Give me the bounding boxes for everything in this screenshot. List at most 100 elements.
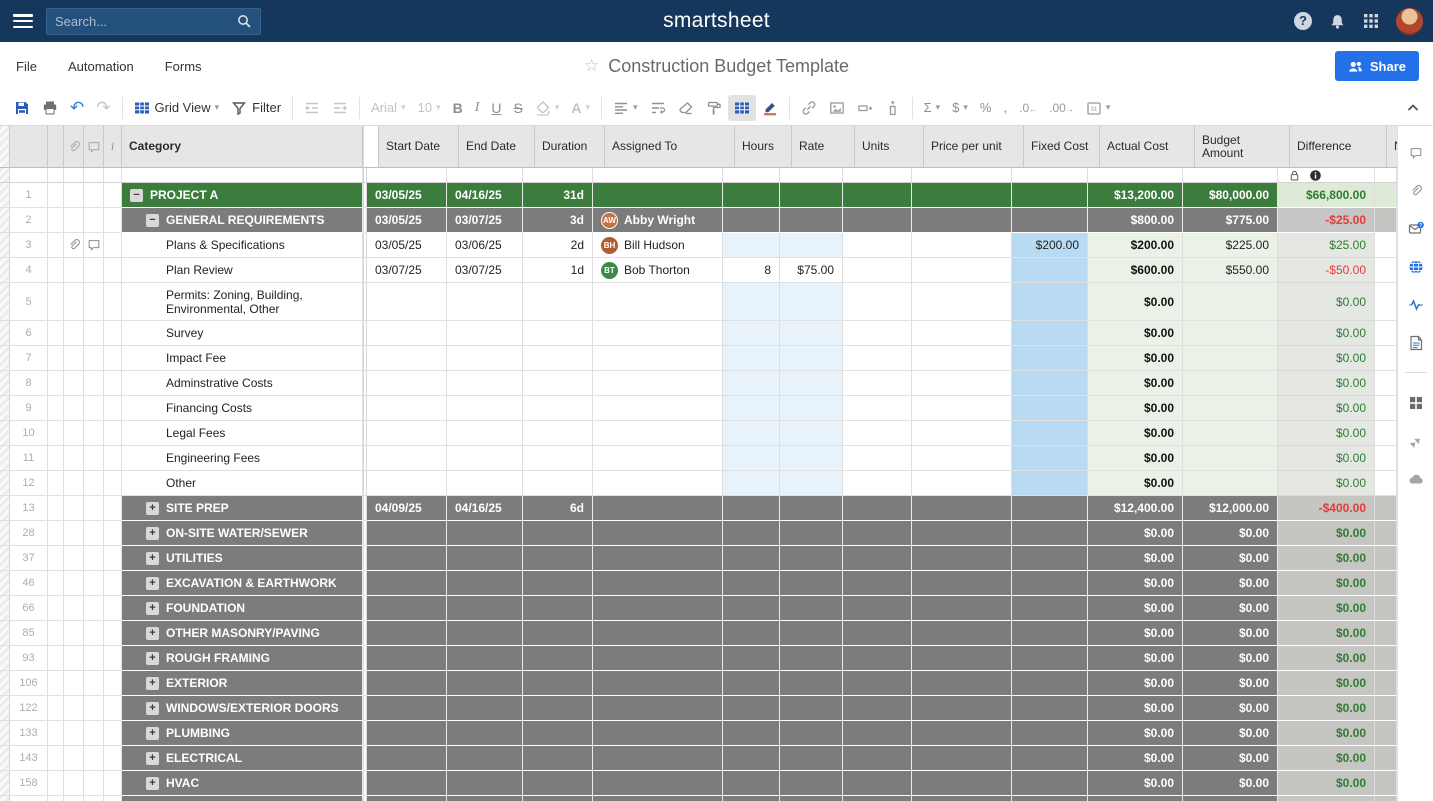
cell-notes[interactable] xyxy=(1375,208,1397,233)
column-header-budget[interactable]: Budget Amount xyxy=(1195,126,1290,168)
date-format-icon[interactable]: 31▾ xyxy=(1080,95,1117,121)
cell-fixed[interactable] xyxy=(1012,521,1088,546)
cell-units[interactable] xyxy=(843,258,912,283)
cell-duration[interactable] xyxy=(523,571,593,596)
cell-price[interactable] xyxy=(912,521,1012,546)
cell-rate[interactable] xyxy=(780,671,843,696)
attachment-cell[interactable] xyxy=(64,796,84,801)
cell-budget[interactable]: $0.00 xyxy=(1183,646,1278,671)
cell-budget[interactable]: $225.00 xyxy=(1183,233,1278,258)
cell-hours[interactable] xyxy=(723,321,780,346)
cell-end[interactable] xyxy=(447,421,523,446)
cell-rate[interactable] xyxy=(780,796,843,801)
cell-hours[interactable] xyxy=(723,771,780,796)
cell-end[interactable] xyxy=(447,696,523,721)
cell-hours[interactable] xyxy=(723,796,780,801)
cell-category[interactable]: +ROUGH FRAMING xyxy=(122,646,363,671)
info-cell[interactable] xyxy=(104,283,122,321)
comment-cell[interactable] xyxy=(84,621,104,646)
cell-fixed[interactable] xyxy=(1012,208,1088,233)
column-header-comment[interactable] xyxy=(84,126,104,168)
cell-rate[interactable] xyxy=(780,746,843,771)
cell-category[interactable]: Plans & Specifications xyxy=(122,233,363,258)
borders-icon[interactable] xyxy=(728,95,756,121)
cell-category[interactable]: Financing Costs xyxy=(122,396,363,421)
cell-difference[interactable]: $0.00 xyxy=(1278,346,1375,371)
cell-actual[interactable]: $0.00 xyxy=(1088,646,1183,671)
info-cell[interactable] xyxy=(104,721,122,746)
cell-duration[interactable] xyxy=(523,471,593,496)
cell-duration[interactable]: 1d xyxy=(523,258,593,283)
cell-category[interactable] xyxy=(122,796,363,801)
cell-budget[interactable] xyxy=(1183,396,1278,421)
cell-fixed[interactable] xyxy=(1012,646,1088,671)
cell-hours[interactable]: 8 xyxy=(723,258,780,283)
row-number-11[interactable]: 11 xyxy=(10,446,48,471)
info-cell[interactable] xyxy=(104,208,122,233)
sheet-summary-icon[interactable] xyxy=(1408,334,1424,351)
cell-budget[interactable]: $0.00 xyxy=(1183,746,1278,771)
comment-cell[interactable] xyxy=(84,421,104,446)
cell-assigned[interactable] xyxy=(593,546,723,571)
hamburger-menu-icon[interactable] xyxy=(13,14,33,28)
cell-category[interactable]: +UTILITIES xyxy=(122,546,363,571)
cell-assigned[interactable] xyxy=(593,346,723,371)
expand-row-icon[interactable]: + xyxy=(146,777,159,790)
cell-category[interactable]: +ON-SITE WATER/SEWER xyxy=(122,521,363,546)
cell-difference[interactable]: $0.00 xyxy=(1278,471,1375,496)
cell-hours[interactable] xyxy=(723,496,780,521)
info-cell[interactable] xyxy=(104,646,122,671)
expand-row-icon[interactable]: + xyxy=(146,627,159,640)
row-action-cell[interactable] xyxy=(48,646,64,671)
cell-hours[interactable] xyxy=(723,471,780,496)
cell-duration[interactable] xyxy=(523,646,593,671)
cell-start[interactable] xyxy=(367,696,447,721)
cell-fixed[interactable] xyxy=(1012,471,1088,496)
cell-start[interactable] xyxy=(367,471,447,496)
cell-category[interactable]: Plan Review xyxy=(122,258,363,283)
column-header-fixed[interactable]: Fixed Cost xyxy=(1024,126,1100,168)
cell-rate[interactable] xyxy=(780,696,843,721)
cell-difference[interactable]: $0.00 xyxy=(1278,696,1375,721)
cell-rate[interactable] xyxy=(780,571,843,596)
cell-notes[interactable] xyxy=(1375,796,1397,801)
cell-rate[interactable] xyxy=(780,771,843,796)
currency-format-icon[interactable]: $▾ xyxy=(946,95,974,121)
info-cell[interactable] xyxy=(104,446,122,471)
row-number-3[interactable]: 3 xyxy=(10,233,48,258)
cell-category[interactable]: −PROJECT A xyxy=(122,183,363,208)
cell-actual[interactable]: $13,200.00 xyxy=(1088,183,1183,208)
cell-difference[interactable]: $25.00 xyxy=(1278,233,1375,258)
cell-difference[interactable]: $0.00 xyxy=(1278,371,1375,396)
cell-units[interactable] xyxy=(843,496,912,521)
indent-icon[interactable] xyxy=(326,95,354,121)
font-color-icon[interactable]: A▾ xyxy=(565,95,596,121)
cell-hours[interactable] xyxy=(723,346,780,371)
expand-row-icon[interactable]: + xyxy=(146,727,159,740)
cell-price[interactable] xyxy=(912,571,1012,596)
cell-price[interactable] xyxy=(912,696,1012,721)
global-search[interactable] xyxy=(46,8,261,35)
cell-assigned[interactable] xyxy=(593,721,723,746)
cell-end[interactable] xyxy=(447,371,523,396)
column-header-rate[interactable]: Rate xyxy=(792,126,855,168)
cell-end[interactable] xyxy=(447,646,523,671)
cell-end[interactable]: 03/07/25 xyxy=(447,208,523,233)
row-number-5[interactable]: 5 xyxy=(10,283,48,321)
row-action-cell[interactable] xyxy=(48,596,64,621)
cell-notes[interactable] xyxy=(1375,546,1397,571)
cell-units[interactable] xyxy=(843,721,912,746)
info-cell[interactable] xyxy=(104,471,122,496)
cell-budget[interactable] xyxy=(1183,471,1278,496)
cell-actual[interactable]: $0.00 xyxy=(1088,371,1183,396)
info-cell[interactable] xyxy=(104,746,122,771)
cell-rate[interactable] xyxy=(780,346,843,371)
cell-duration[interactable] xyxy=(523,283,593,321)
cell-actual[interactable]: $600.00 xyxy=(1088,258,1183,283)
cell-duration[interactable]: 31d xyxy=(523,183,593,208)
expand-row-icon[interactable]: + xyxy=(146,502,159,515)
row-action-cell[interactable] xyxy=(48,283,64,321)
cell-units[interactable] xyxy=(843,208,912,233)
clear-format-icon[interactable] xyxy=(672,95,700,121)
cell-end[interactable] xyxy=(447,396,523,421)
